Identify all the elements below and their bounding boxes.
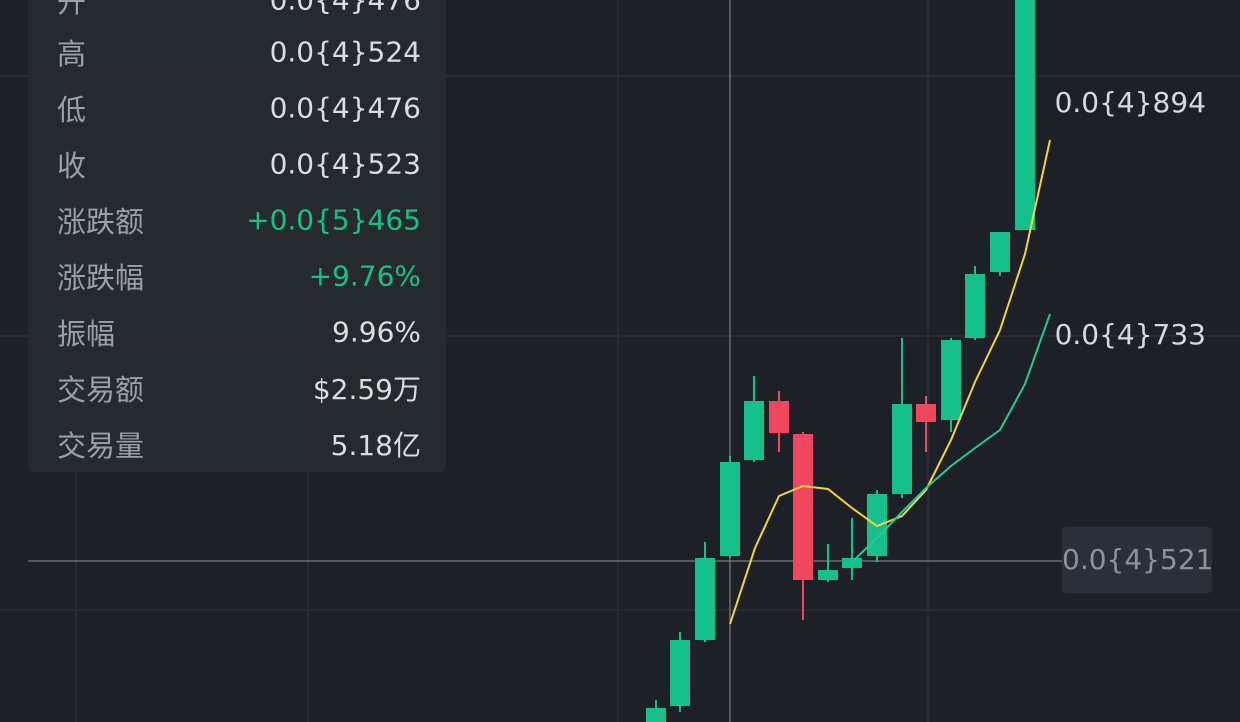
candle-body bbox=[965, 274, 985, 338]
info-value: 5.18亿 bbox=[330, 429, 421, 462]
candle-body bbox=[720, 462, 740, 556]
info-row: 收 0.0{4}523 bbox=[28, 136, 446, 192]
candle-body bbox=[646, 708, 666, 722]
candle-body bbox=[744, 401, 764, 460]
info-label: 振幅 bbox=[57, 317, 116, 351]
info-label: 涨跌幅 bbox=[57, 261, 145, 295]
info-label: 开 bbox=[57, 0, 87, 19]
info-row: 高 0.0{4}524 bbox=[28, 24, 446, 80]
info-value: +9.76% bbox=[308, 259, 421, 293]
candle-body bbox=[670, 640, 690, 706]
info-value: 0.0{4}476 bbox=[269, 91, 421, 125]
info-row: 涨跌幅 +9.76% bbox=[28, 248, 446, 304]
candle-body bbox=[892, 404, 912, 494]
crosshair-price-label: 0.0{4}521 bbox=[1062, 527, 1213, 593]
candle-body bbox=[769, 401, 789, 433]
info-value: +0.0{5}465 bbox=[246, 203, 421, 237]
info-row: 涨跌额 +0.0{5}465 bbox=[28, 192, 446, 248]
info-value: $2.59万 bbox=[312, 373, 421, 406]
candle-body bbox=[990, 232, 1010, 272]
ohlc-info-panel: 开 0.0{4}476 高 0.0{4}524 低 0.0{4}476 收 0.0{4}523… bbox=[28, 0, 446, 472]
info-label: 交易量 bbox=[57, 429, 145, 463]
candle-body bbox=[695, 558, 715, 640]
info-label: 涨跌额 bbox=[57, 205, 145, 239]
ma-short-price-label: 0.0{4}894 bbox=[1054, 86, 1206, 119]
info-value: 9.96% bbox=[332, 315, 421, 349]
ma-long-price-label: 0.0{4}733 bbox=[1054, 318, 1206, 351]
candle-body bbox=[818, 570, 838, 580]
ma-long-line bbox=[851, 313, 1051, 563]
info-value: 0.0{4}523 bbox=[269, 147, 421, 181]
info-row: 交易量 5.18亿 bbox=[28, 416, 446, 472]
ma-short-line bbox=[729, 139, 1051, 625]
info-row: 低 0.0{4}476 bbox=[28, 80, 446, 136]
candle-body bbox=[916, 404, 936, 422]
candle-body bbox=[1015, 0, 1035, 230]
info-row: 振幅 9.96% bbox=[28, 304, 446, 360]
info-row: 开 0.0{4}476 bbox=[28, 0, 446, 28]
info-label: 交易额 bbox=[57, 373, 145, 407]
info-row: 交易额 $2.59万 bbox=[28, 360, 446, 416]
info-value: 0.0{4}524 bbox=[269, 35, 421, 69]
info-value: 0.0{4}476 bbox=[269, 0, 421, 17]
info-label: 收 bbox=[57, 149, 87, 183]
candle-body bbox=[941, 340, 961, 420]
candle-body bbox=[793, 434, 813, 580]
info-label: 低 bbox=[57, 93, 87, 127]
candle-body bbox=[842, 558, 862, 568]
info-label: 高 bbox=[57, 37, 87, 71]
